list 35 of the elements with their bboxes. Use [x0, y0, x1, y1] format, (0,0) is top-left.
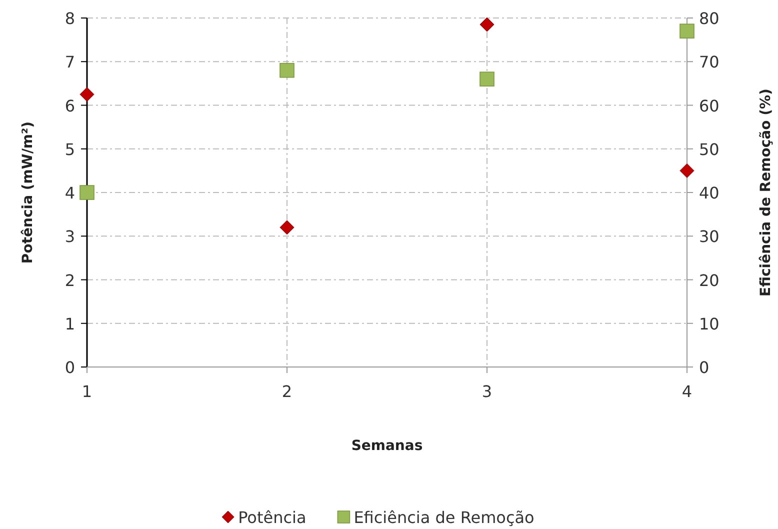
- y2-tick-label: 70: [699, 52, 720, 72]
- point: [280, 62, 294, 78]
- legend-label: Potência: [238, 508, 306, 527]
- point: [80, 87, 94, 102]
- y-tick-label: 2: [64, 270, 75, 290]
- y2-tick-label: 40: [699, 184, 720, 202]
- y2-axis-title: Eficiência de Remoção (%): [758, 88, 774, 296]
- legend-label: Eficiência de Remoção: [354, 508, 534, 527]
- y2-tick-label: 20: [699, 270, 720, 290]
- point: [80, 185, 94, 200]
- y-tick-label: 3: [64, 227, 75, 246]
- y-tick-label: 6: [64, 96, 75, 116]
- x-tick-label: 2: [282, 382, 292, 401]
- y-tick-label: 8: [64, 9, 75, 28]
- y2-tick-label: 0: [699, 358, 710, 377]
- y2-tick-label: 50: [699, 140, 720, 159]
- y-tick-label: 1: [64, 314, 75, 334]
- y2-tick-label: 80: [699, 9, 720, 28]
- y-tick-label: 5: [64, 140, 75, 159]
- y2-tick-label: 10: [699, 314, 720, 334]
- point: [680, 24, 694, 38]
- y-tick-label: 7: [64, 52, 75, 72]
- point: [680, 163, 694, 178]
- x-tick-label: 1: [82, 382, 92, 401]
- x-tick-label: 3: [482, 382, 492, 401]
- x-tick-label: 4: [682, 382, 692, 401]
- y-axis-title: Potência (mW/m²): [20, 121, 36, 264]
- point: [280, 220, 294, 235]
- y2-tick-label: 30: [699, 227, 720, 246]
- x-axis-title: Semanas: [351, 438, 423, 454]
- y-tick-label: 0: [64, 358, 75, 377]
- point: [480, 72, 494, 86]
- y-tick-label: 4: [64, 184, 75, 202]
- y2-tick-label: 60: [699, 96, 720, 116]
- point: [480, 17, 494, 32]
